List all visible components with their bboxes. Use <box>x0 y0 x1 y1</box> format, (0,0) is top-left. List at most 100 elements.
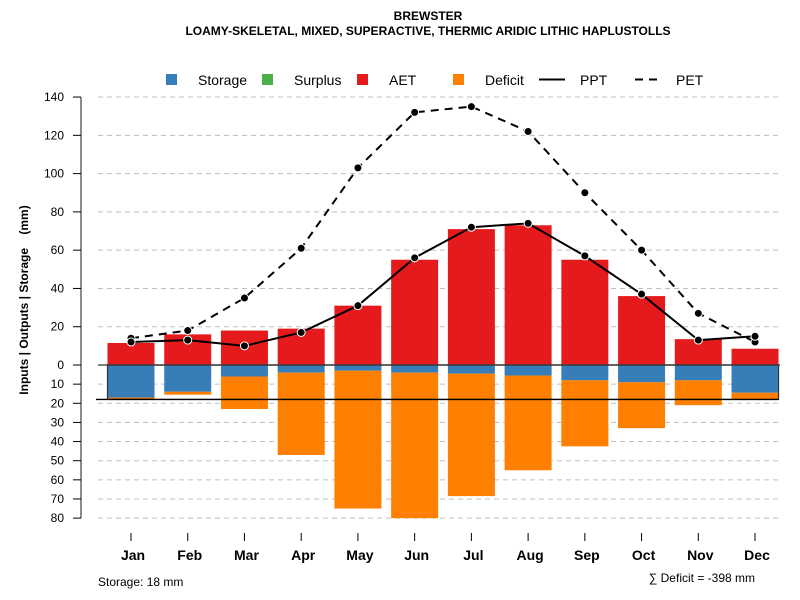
legend-label: Surplus <box>294 72 341 88</box>
pet-point <box>523 126 533 136</box>
deficit-bar <box>107 397 155 400</box>
y-tick-label: 70 <box>51 492 65 506</box>
deficit-bar <box>220 376 268 410</box>
x-tick-label-jun: Jun <box>404 547 429 563</box>
legend-item-pet: PET <box>635 72 704 88</box>
storage-bar <box>618 365 666 383</box>
ppt-point <box>466 222 476 232</box>
y-tick-label: 40 <box>51 435 65 449</box>
storage-bar <box>504 365 552 376</box>
x-tick-label-oct: Oct <box>632 547 656 563</box>
storage-bar <box>391 365 439 373</box>
bar-group-oct <box>618 296 666 429</box>
ppt-line <box>130 222 756 347</box>
y-tick-label: 60 <box>51 473 65 487</box>
aet-bar <box>504 225 552 365</box>
y-tick-label: 140 <box>44 90 64 104</box>
legend-swatch <box>166 74 177 85</box>
x-tick-label-feb: Feb <box>177 547 202 563</box>
pet-point <box>693 308 703 318</box>
deficit-bar <box>504 375 552 471</box>
pet-point <box>637 245 647 255</box>
legend-item-deficit: Deficit <box>453 72 524 88</box>
legend-label: PET <box>676 72 704 88</box>
legend-item-aet: AET <box>357 72 417 88</box>
ppt-point <box>410 253 420 263</box>
storage-bar <box>277 365 325 373</box>
ppt-point <box>750 331 760 341</box>
ppt-point <box>296 327 306 337</box>
aet-bar <box>391 259 439 365</box>
pet-point <box>296 243 306 253</box>
x-tick-label-nov: Nov <box>687 547 714 563</box>
bar-group-nov <box>674 339 722 406</box>
bar-group-jun <box>391 259 439 519</box>
storage-bar <box>674 365 722 381</box>
x-tick-label-sep: Sep <box>574 547 600 563</box>
storage-bar <box>220 365 268 377</box>
ppt-point <box>183 335 193 345</box>
y-tick-label: 40 <box>51 281 65 295</box>
deficit-note: ∑ Deficit = -398 mm <box>649 571 755 585</box>
bars <box>107 225 779 519</box>
bar-group-jul <box>447 229 495 497</box>
bar-group-aug <box>504 225 552 471</box>
legend-swatch <box>262 74 273 85</box>
legend-item-ppt: PPT <box>539 72 608 88</box>
y-tick-label: 60 <box>51 243 65 257</box>
gridlines <box>98 96 780 519</box>
chart-title: BREWSTER <box>394 9 463 23</box>
storage-bar <box>334 365 382 371</box>
storage-bar <box>561 365 609 381</box>
deficit-bar <box>674 380 722 406</box>
deficit-bar <box>334 370 382 509</box>
x-tick-label-aug: Aug <box>517 547 544 563</box>
ppt-point <box>693 335 703 345</box>
legend-label: Deficit <box>485 72 524 88</box>
pet-point <box>580 188 590 198</box>
legend-label: AET <box>389 72 417 88</box>
y-tick-label: 120 <box>44 128 64 142</box>
x-tick-label-jan: Jan <box>121 547 145 563</box>
storage-bar <box>107 365 155 398</box>
y-tick-label: 80 <box>51 511 65 525</box>
bar-group-sep <box>561 259 609 447</box>
y-axis: 0 20 40 60 80 100 120 140 10 20 30 40 50 60 70 80 <box>44 90 82 525</box>
pet-point <box>183 326 193 336</box>
storage-bar <box>447 365 495 374</box>
bar-group-may <box>334 305 382 509</box>
y-tick-label: 50 <box>51 454 65 468</box>
y-tick-label: 30 <box>51 415 65 429</box>
y-tick-label: 20 <box>51 320 65 334</box>
y-tick-label: 0 <box>57 358 64 372</box>
pet-point <box>239 293 249 303</box>
legend-swatch <box>357 74 368 85</box>
bar-group-jan <box>107 342 155 400</box>
x-tick-label-jul: Jul <box>463 547 483 563</box>
bar-group-mar <box>220 330 268 410</box>
x-tick-label-mar: Mar <box>234 547 259 563</box>
deficit-bar <box>561 380 609 447</box>
ppt-point <box>637 289 647 299</box>
ppt-point <box>580 251 590 261</box>
y-tick-label: 20 <box>51 396 65 410</box>
x-tick-label-may: May <box>346 547 373 563</box>
bar-group-apr <box>277 328 325 455</box>
pet-point <box>353 163 363 173</box>
pet-line <box>130 105 756 343</box>
aet-bar <box>561 259 609 365</box>
pet-point <box>466 102 476 112</box>
legend: Storage Surplus AET Deficit PPT PET <box>166 72 704 88</box>
storage-note: Storage: 18 mm <box>98 575 183 589</box>
legend-label: Storage <box>198 72 247 88</box>
x-tick-label-apr: Apr <box>291 547 316 563</box>
aet-bar <box>107 342 155 365</box>
y-axis-label: Inputs | Outputs | Storage (mm) <box>17 205 31 394</box>
storage-bar <box>164 365 212 392</box>
aet-bar <box>731 348 779 365</box>
storage-capacity-box <box>96 364 780 401</box>
legend-swatch <box>453 74 464 85</box>
deficit-bar <box>391 372 439 519</box>
legend-item-surplus: Surplus <box>262 72 341 88</box>
